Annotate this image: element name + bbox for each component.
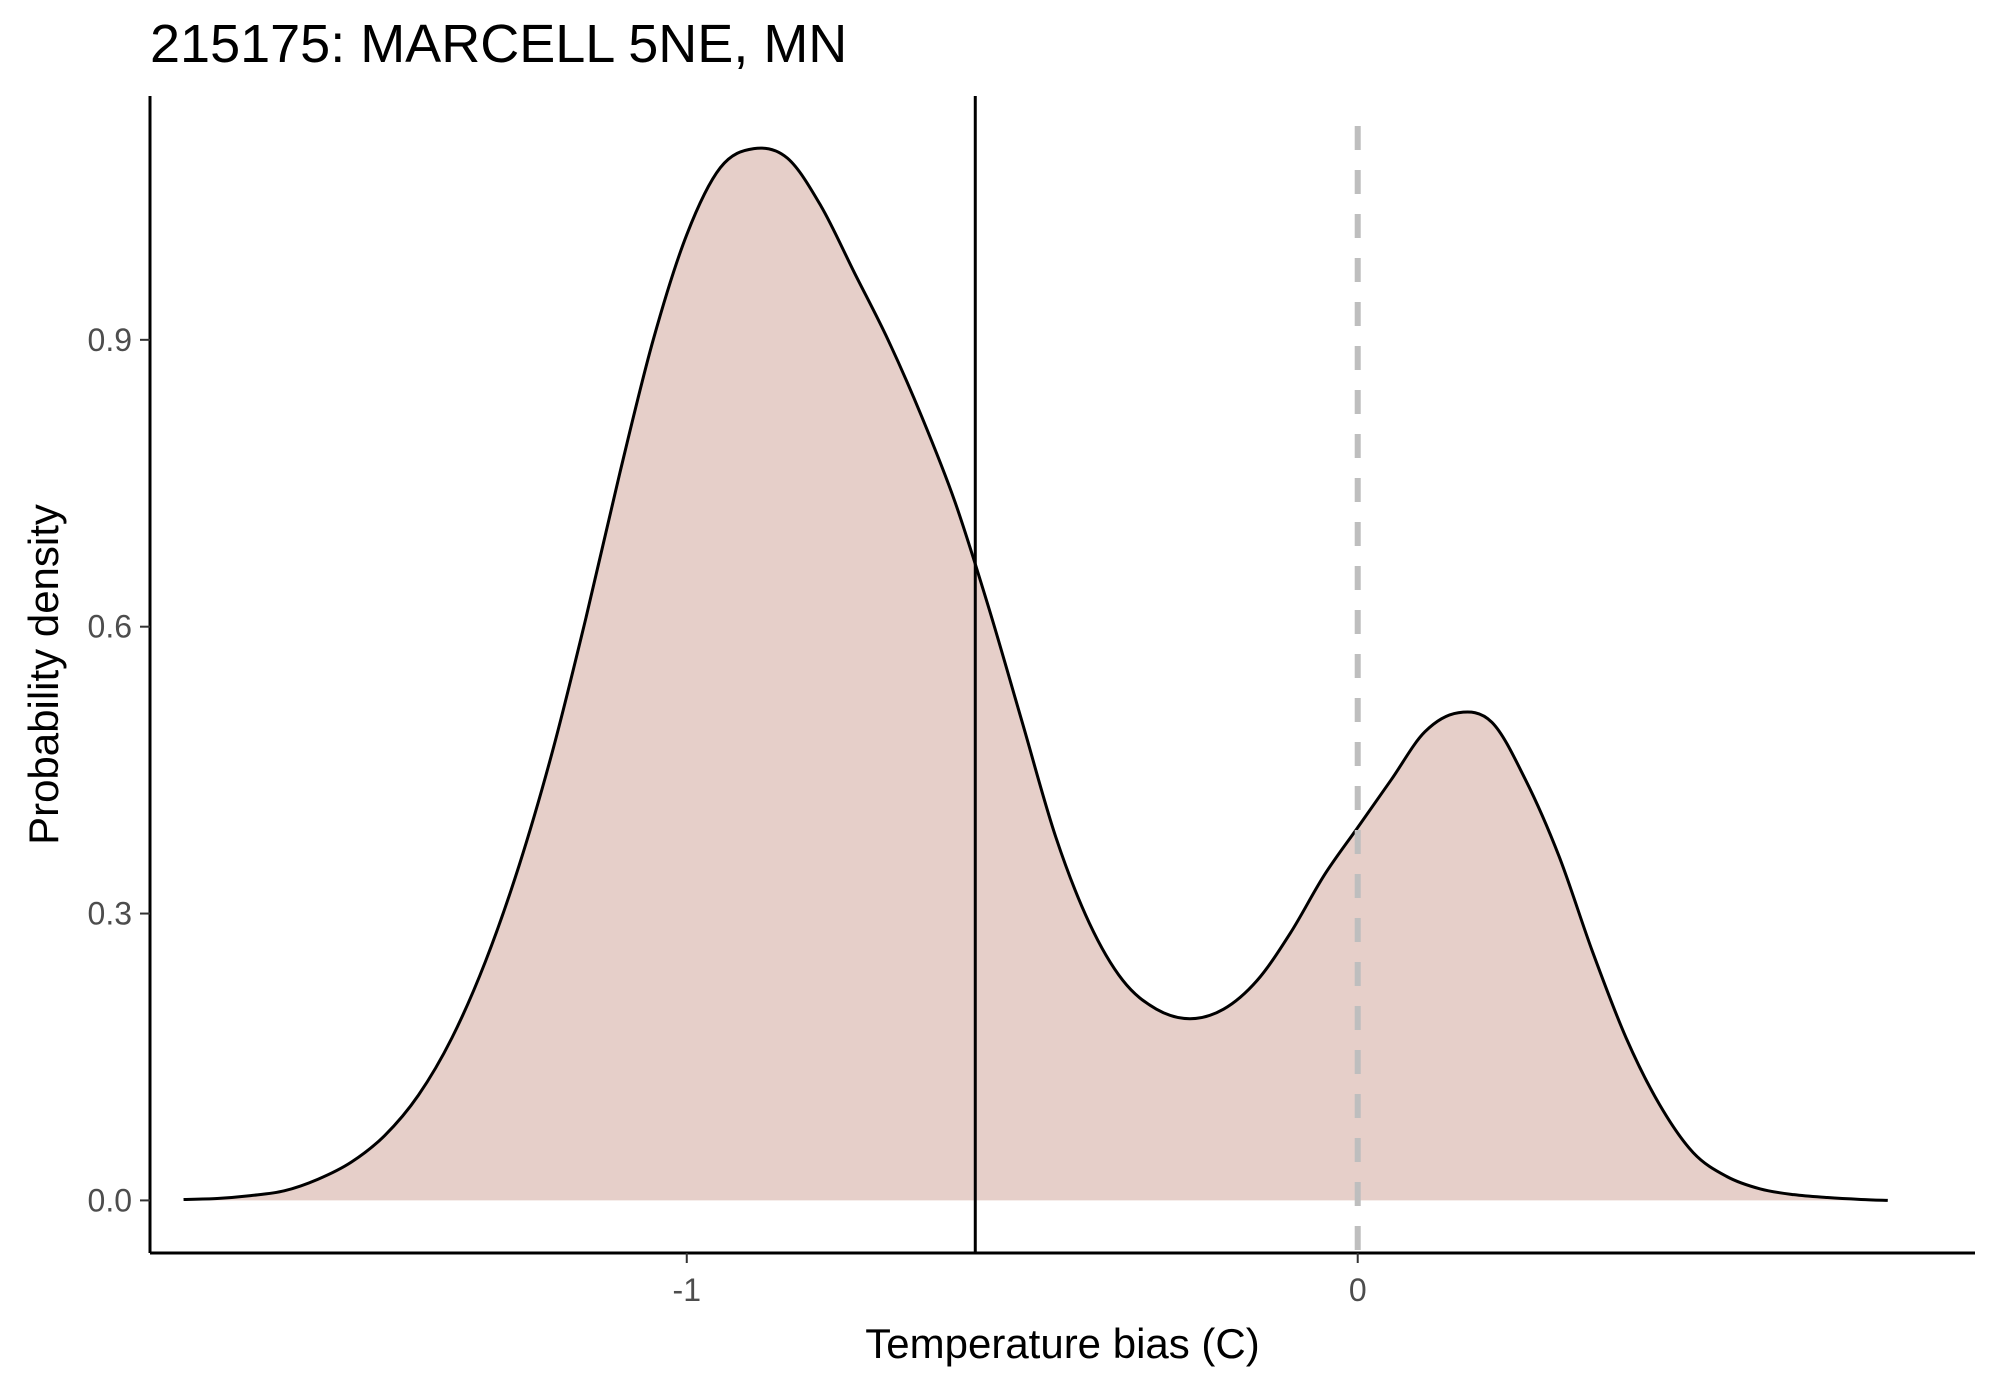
axes: 0.0 0.3 0.6 0.9 -1 0 — [88, 96, 1975, 1308]
plot-area — [183, 96, 1888, 1253]
y-axis-ticks: 0.0 0.3 0.6 0.9 — [88, 322, 150, 1218]
chart-title: 215175: MARCELL 5NE, MN — [150, 14, 847, 74]
y-tick-label: 0.9 — [88, 322, 132, 358]
density-curve-line — [183, 146, 1888, 1202]
x-tick-label: 0 — [1349, 1272, 1367, 1308]
x-tick-label: -1 — [673, 1272, 701, 1308]
y-axis-title: Probability density — [20, 504, 67, 845]
x-axis-ticks: -1 0 — [673, 1253, 1367, 1308]
y-tick-label: 0.0 — [88, 1182, 132, 1218]
x-axis-title: Temperature bias (C) — [865, 1320, 1259, 1367]
y-tick-label: 0.6 — [88, 609, 132, 645]
y-tick-label: 0.3 — [88, 896, 132, 932]
density-area-fill — [183, 148, 1888, 1201]
